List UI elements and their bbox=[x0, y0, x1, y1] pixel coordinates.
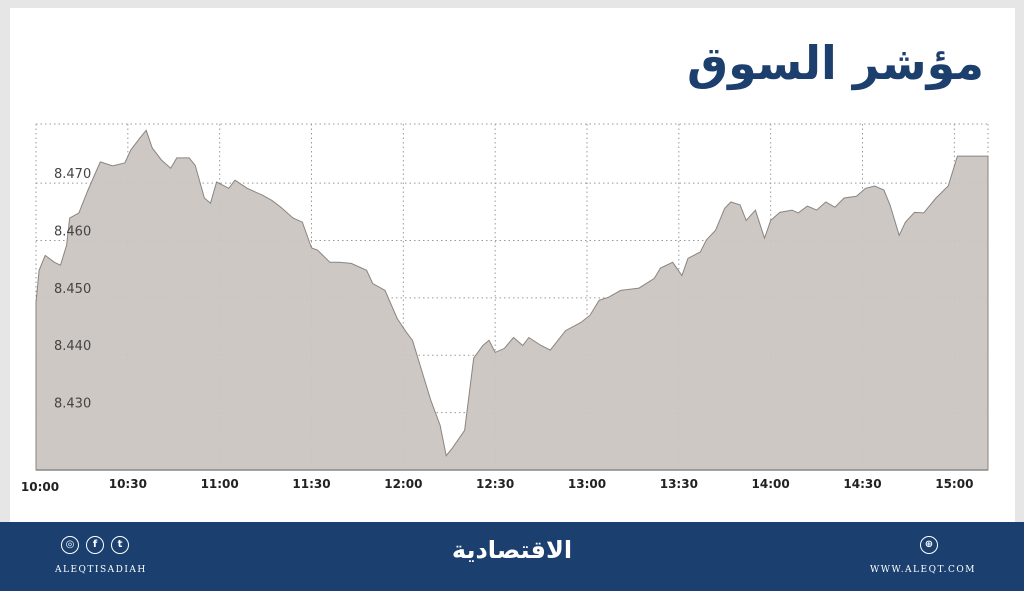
globe-icon[interactable]: ⊕ bbox=[920, 536, 938, 554]
index-area bbox=[35, 129, 989, 471]
x-tick-label: 11:00 bbox=[201, 477, 239, 491]
y-tick-label: 8.470 bbox=[54, 167, 91, 182]
y-tick-label: 8.460 bbox=[54, 224, 91, 239]
social-icons: ◎ f t bbox=[61, 536, 129, 554]
x-tick-label: 14:30 bbox=[843, 477, 881, 491]
x-tick-label: 10:00 bbox=[21, 480, 59, 494]
y-tick-label: 8.450 bbox=[54, 282, 91, 297]
social-handle: ALEQTISADIAH bbox=[55, 565, 147, 575]
x-tick-label: 12:00 bbox=[384, 477, 422, 491]
x-tick-label: 15:00 bbox=[935, 477, 973, 491]
twitter-icon[interactable]: t bbox=[111, 536, 129, 554]
y-tick-label: 8.440 bbox=[54, 339, 91, 354]
x-tick-label: 13:30 bbox=[660, 477, 698, 491]
x-tick-label: 10:30 bbox=[109, 477, 147, 491]
footer: ◎ f t ALEQTISADIAH الاقتصادية ⊕ WWW.ALEQ… bbox=[0, 522, 1024, 591]
facebook-icon[interactable]: f bbox=[86, 536, 104, 554]
x-tick-label: 11:30 bbox=[292, 477, 330, 491]
instagram-icon[interactable]: ◎ bbox=[61, 536, 79, 554]
chart-title: مؤشر السوق bbox=[686, 36, 984, 90]
x-tick-label: 14:00 bbox=[752, 477, 790, 491]
axes: 10:00 10:30 11:00 11:30 12:00 12:30 13:00 13:30… bbox=[21, 167, 988, 494]
website-link[interactable]: WWW.ALEQT.COM bbox=[870, 565, 976, 575]
brand-logo: الاقتصادية bbox=[451, 536, 573, 564]
x-tick-label: 12:30 bbox=[476, 477, 514, 491]
y-tick-label: 8.430 bbox=[54, 397, 91, 412]
x-tick-label: 13:00 bbox=[568, 477, 606, 491]
